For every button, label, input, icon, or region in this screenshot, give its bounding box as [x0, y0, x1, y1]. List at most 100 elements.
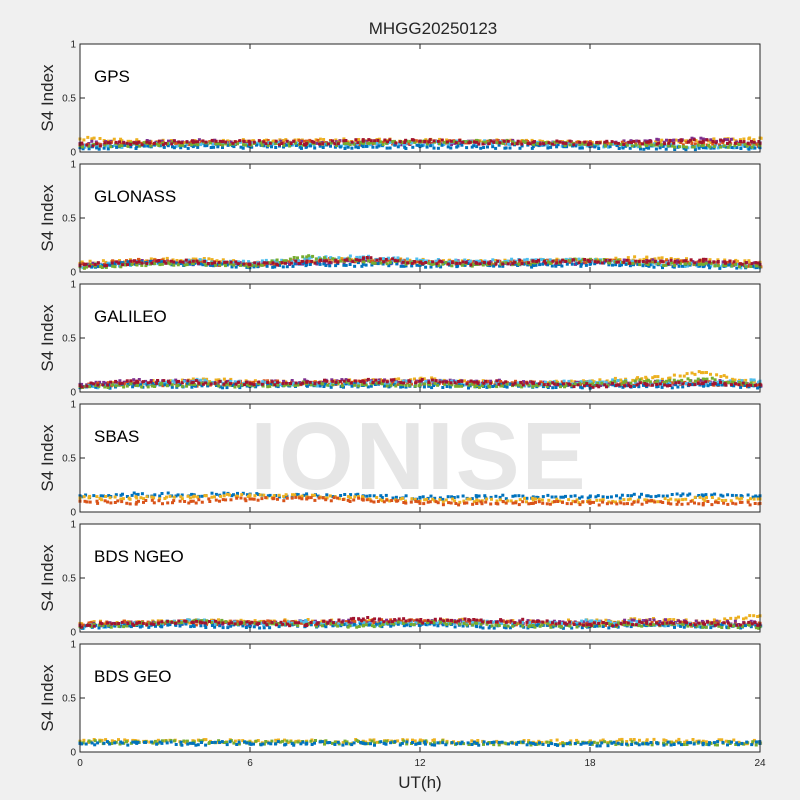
data-point: [593, 260, 597, 264]
data-point: [638, 378, 642, 382]
data-point: [410, 264, 414, 268]
data-point: [420, 144, 424, 148]
data-point: [94, 384, 97, 387]
data-point: [135, 500, 139, 504]
data-point: [728, 263, 732, 267]
data-point: [229, 140, 233, 144]
data-point: [300, 139, 304, 143]
y-tick-label: 0.5: [62, 454, 76, 465]
data-point: [655, 382, 659, 386]
data-point: [553, 143, 557, 146]
data-point: [241, 146, 245, 150]
data-point: [418, 382, 422, 386]
data-point: [584, 263, 588, 267]
data-point: [613, 260, 617, 264]
data-point: [632, 618, 636, 622]
data-point: [728, 259, 732, 263]
data-point: [421, 259, 425, 262]
data-point: [684, 618, 688, 622]
data-point: [140, 492, 144, 496]
data-point: [449, 139, 453, 143]
data-point: [438, 496, 442, 500]
data-point: [494, 259, 498, 262]
data-point: [329, 144, 332, 148]
data-point: [638, 381, 642, 385]
y-tick-label: 1: [70, 40, 76, 51]
data-point: [254, 383, 258, 387]
data-point: [305, 380, 309, 384]
data-point: [595, 384, 599, 387]
data-point: [304, 143, 307, 147]
data-point: [88, 385, 92, 389]
data-point: [356, 146, 360, 150]
data-point: [202, 257, 206, 260]
data-point: [661, 494, 665, 498]
data-point: [203, 259, 207, 263]
data-point: [540, 498, 544, 502]
data-point: [706, 500, 710, 503]
data-point: [317, 496, 321, 500]
data-point: [698, 264, 702, 268]
data-point: [262, 261, 266, 265]
data-point: [396, 382, 400, 386]
data-point: [172, 263, 176, 267]
data-point: [106, 144, 110, 148]
data-point: [401, 260, 405, 264]
data-point: [692, 138, 696, 142]
data-point: [446, 262, 450, 266]
data-point: [388, 146, 392, 150]
data-point: [449, 146, 453, 150]
data-point: [630, 494, 633, 498]
data-point: [180, 378, 184, 382]
data-point: [429, 260, 433, 264]
data-point: [675, 492, 679, 496]
data-point: [740, 495, 744, 498]
data-point: [615, 494, 618, 498]
data-point: [221, 498, 225, 502]
data-point: [270, 259, 274, 263]
data-point: [618, 264, 622, 268]
data-point: [648, 380, 652, 384]
data-point: [180, 497, 184, 501]
data-point: [406, 261, 410, 265]
data-point: [467, 386, 470, 390]
data-point: [556, 143, 560, 147]
data-point: [568, 139, 572, 143]
data-point: [325, 259, 329, 263]
data-point: [368, 618, 372, 622]
data-point: [679, 494, 683, 498]
data-point: [108, 143, 112, 147]
data-point: [260, 382, 264, 386]
data-point: [186, 382, 189, 386]
data-point: [669, 502, 673, 506]
data-point: [650, 261, 654, 265]
data-point: [409, 378, 413, 382]
data-point: [145, 383, 149, 387]
data-point: [577, 261, 581, 265]
data-point: [756, 261, 760, 265]
data-point: [336, 496, 340, 500]
data-point: [755, 266, 758, 270]
data-point: [322, 262, 326, 266]
data-point: [708, 266, 712, 270]
figure-title: MHGG20250123: [369, 19, 498, 38]
data-point: [252, 497, 256, 501]
data-point: [678, 262, 682, 265]
data-point: [344, 139, 348, 142]
data-point: [125, 141, 129, 145]
data-point: [293, 493, 297, 497]
data-point: [549, 145, 553, 149]
data-point: [538, 142, 542, 146]
data-point: [437, 263, 441, 267]
data-point: [606, 495, 609, 499]
data-point: [377, 381, 381, 385]
data-point: [477, 142, 481, 146]
data-point: [681, 143, 685, 147]
data-point: [694, 139, 698, 142]
data-point: [544, 621, 548, 625]
data-point: [357, 495, 360, 499]
data-point: [272, 381, 276, 385]
data-point: [457, 384, 460, 388]
data-point: [404, 138, 408, 142]
data-point: [527, 261, 531, 265]
